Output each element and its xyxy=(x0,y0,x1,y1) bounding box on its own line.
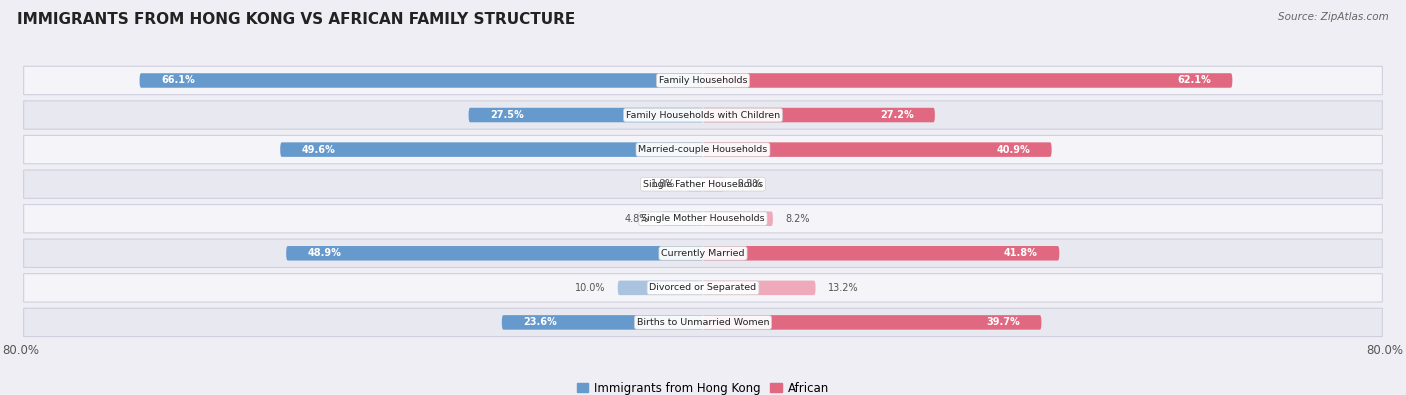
FancyBboxPatch shape xyxy=(24,101,1382,129)
FancyBboxPatch shape xyxy=(24,239,1382,267)
Text: 40.9%: 40.9% xyxy=(997,145,1031,154)
Text: Single Mother Households: Single Mother Households xyxy=(641,214,765,223)
Text: 41.8%: 41.8% xyxy=(1004,248,1038,258)
FancyBboxPatch shape xyxy=(139,73,703,88)
FancyBboxPatch shape xyxy=(703,246,1059,261)
FancyBboxPatch shape xyxy=(502,315,703,330)
Text: Family Households with Children: Family Households with Children xyxy=(626,111,780,120)
Text: Single Father Households: Single Father Households xyxy=(643,180,763,189)
FancyBboxPatch shape xyxy=(24,274,1382,302)
FancyBboxPatch shape xyxy=(24,135,1382,164)
FancyBboxPatch shape xyxy=(24,205,1382,233)
FancyBboxPatch shape xyxy=(688,177,703,192)
FancyBboxPatch shape xyxy=(24,170,1382,198)
Text: Source: ZipAtlas.com: Source: ZipAtlas.com xyxy=(1278,12,1389,22)
FancyBboxPatch shape xyxy=(468,108,703,122)
FancyBboxPatch shape xyxy=(703,142,1052,157)
Text: 4.8%: 4.8% xyxy=(624,214,650,224)
Text: 8.2%: 8.2% xyxy=(786,214,810,224)
FancyBboxPatch shape xyxy=(24,308,1382,337)
Text: IMMIGRANTS FROM HONG KONG VS AFRICAN FAMILY STRUCTURE: IMMIGRANTS FROM HONG KONG VS AFRICAN FAM… xyxy=(17,12,575,27)
FancyBboxPatch shape xyxy=(662,211,703,226)
FancyBboxPatch shape xyxy=(287,246,703,261)
Text: 27.2%: 27.2% xyxy=(880,110,914,120)
Legend: Immigrants from Hong Kong, African: Immigrants from Hong Kong, African xyxy=(576,382,830,395)
Text: Family Households: Family Households xyxy=(659,76,747,85)
Text: 13.2%: 13.2% xyxy=(828,283,859,293)
Text: Married-couple Households: Married-couple Households xyxy=(638,145,768,154)
FancyBboxPatch shape xyxy=(703,108,935,122)
Text: 23.6%: 23.6% xyxy=(523,318,557,327)
Text: 66.1%: 66.1% xyxy=(160,75,194,85)
Text: 48.9%: 48.9% xyxy=(308,248,342,258)
FancyBboxPatch shape xyxy=(703,280,815,295)
Text: Currently Married: Currently Married xyxy=(661,249,745,258)
Text: 27.5%: 27.5% xyxy=(489,110,523,120)
FancyBboxPatch shape xyxy=(703,211,773,226)
Text: 1.8%: 1.8% xyxy=(651,179,675,189)
Text: 2.5%: 2.5% xyxy=(737,179,762,189)
FancyBboxPatch shape xyxy=(703,315,1042,330)
FancyBboxPatch shape xyxy=(703,73,1232,88)
FancyBboxPatch shape xyxy=(280,142,703,157)
Text: 39.7%: 39.7% xyxy=(987,318,1021,327)
FancyBboxPatch shape xyxy=(24,66,1382,95)
Text: Births to Unmarried Women: Births to Unmarried Women xyxy=(637,318,769,327)
FancyBboxPatch shape xyxy=(703,177,724,192)
Text: 49.6%: 49.6% xyxy=(301,145,335,154)
Text: 10.0%: 10.0% xyxy=(575,283,605,293)
Text: Divorced or Separated: Divorced or Separated xyxy=(650,283,756,292)
FancyBboxPatch shape xyxy=(617,280,703,295)
Text: 62.1%: 62.1% xyxy=(1177,75,1211,85)
